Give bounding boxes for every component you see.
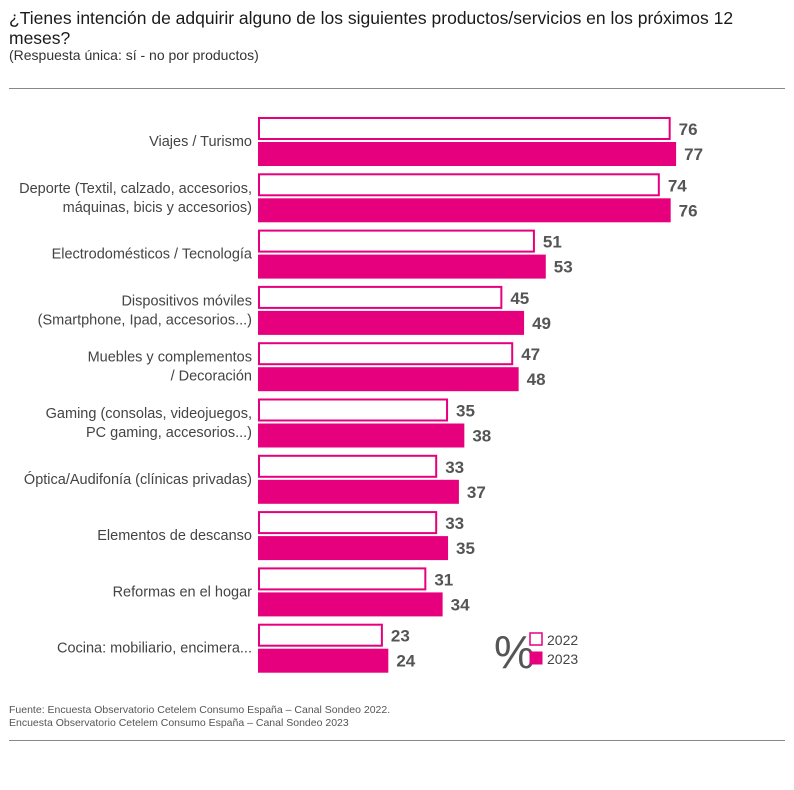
data-label-2023: 77 bbox=[684, 145, 703, 164]
chart-title: ¿Tienes intención de adquirir alguno de … bbox=[9, 8, 734, 48]
bar-2022 bbox=[258, 117, 671, 140]
category-label: Gaming (consolas, videojuegos, PC gaming,… bbox=[46, 406, 252, 441]
category-label: Dispositivos móviles (Smartphone, Ipad, a… bbox=[38, 293, 252, 328]
category-label: Muebles y complementos / Decoración bbox=[88, 350, 252, 385]
legend-swatch-2022 bbox=[529, 632, 543, 646]
bottom-divider bbox=[9, 740, 785, 741]
bar-2023 bbox=[258, 423, 465, 448]
legend-swatch-2023 bbox=[529, 651, 543, 665]
bar-2023 bbox=[258, 310, 525, 335]
category-label: Reformas en el hogar bbox=[113, 584, 253, 600]
source-note-2: Encuesta Observatorio Cetelem Consumo Es… bbox=[9, 717, 349, 729]
bar-2022 bbox=[258, 567, 427, 591]
bar-2022 bbox=[258, 229, 535, 253]
bar-2022 bbox=[258, 398, 449, 422]
data-label-2022: 45 bbox=[510, 289, 529, 308]
bar-2023 bbox=[258, 648, 389, 673]
data-label-2023: 76 bbox=[679, 201, 698, 220]
legend-label-2023: 2023 bbox=[547, 651, 578, 667]
data-label-2022: 33 bbox=[445, 458, 464, 477]
bar-2022 bbox=[258, 173, 660, 197]
percent-symbol: % bbox=[494, 626, 535, 678]
bar-2022 bbox=[258, 285, 503, 309]
data-label-2022: 33 bbox=[445, 514, 464, 533]
bar-2022 bbox=[258, 511, 438, 535]
data-label-2023: 24 bbox=[396, 652, 415, 671]
data-label-2023: 48 bbox=[527, 370, 546, 389]
data-label-2023: 34 bbox=[451, 595, 470, 614]
bar-2023 bbox=[258, 536, 449, 561]
category-label: Óptica/Audifonía (clínicas privadas) bbox=[24, 471, 252, 488]
chart-subtitle: (Respuesta única: sí - no por productos) bbox=[9, 47, 259, 63]
source-note-1: Fuente: Encuesta Observatorio Cetelem Co… bbox=[9, 704, 391, 716]
data-label-2022: 74 bbox=[668, 176, 687, 195]
data-label-2022: 35 bbox=[456, 402, 475, 421]
category-label: Electrodomésticos / Tecnología bbox=[52, 247, 253, 263]
legend-label-2022: 2022 bbox=[547, 632, 578, 648]
bar-2023 bbox=[258, 592, 443, 617]
data-label-2022: 51 bbox=[543, 233, 562, 252]
top-divider bbox=[9, 88, 785, 89]
category-label: Elementos de descanso bbox=[97, 528, 252, 544]
bar-2022 bbox=[258, 454, 438, 478]
data-label-2023: 49 bbox=[532, 314, 551, 333]
bar-2022 bbox=[258, 342, 514, 366]
bar-chart: Viajes / Turismo 76 77 Deporte (Textil, cal… bbox=[19, 117, 703, 678]
data-label-2023: 38 bbox=[472, 427, 491, 446]
category-label: Deporte (Textil, calzado, accesorios, máq… bbox=[19, 181, 252, 216]
data-label-2023: 35 bbox=[456, 539, 475, 558]
data-label-2022: 23 bbox=[391, 627, 410, 646]
category-label: Cocina: mobiliario, encimera... bbox=[57, 641, 252, 657]
bar-2023 bbox=[258, 254, 546, 279]
data-label-2023: 37 bbox=[467, 483, 486, 502]
bar-2023 bbox=[258, 142, 677, 166]
data-label-2022: 76 bbox=[679, 120, 698, 139]
bar-2023 bbox=[258, 367, 519, 392]
bar-2023 bbox=[258, 479, 459, 504]
data-label-2022: 47 bbox=[521, 345, 540, 364]
bar-2023 bbox=[258, 198, 671, 223]
category-label: Viajes / Turismo bbox=[149, 134, 252, 150]
data-label-2023: 53 bbox=[554, 258, 573, 277]
data-label-2022: 31 bbox=[434, 570, 453, 589]
bar-2022 bbox=[258, 623, 383, 647]
